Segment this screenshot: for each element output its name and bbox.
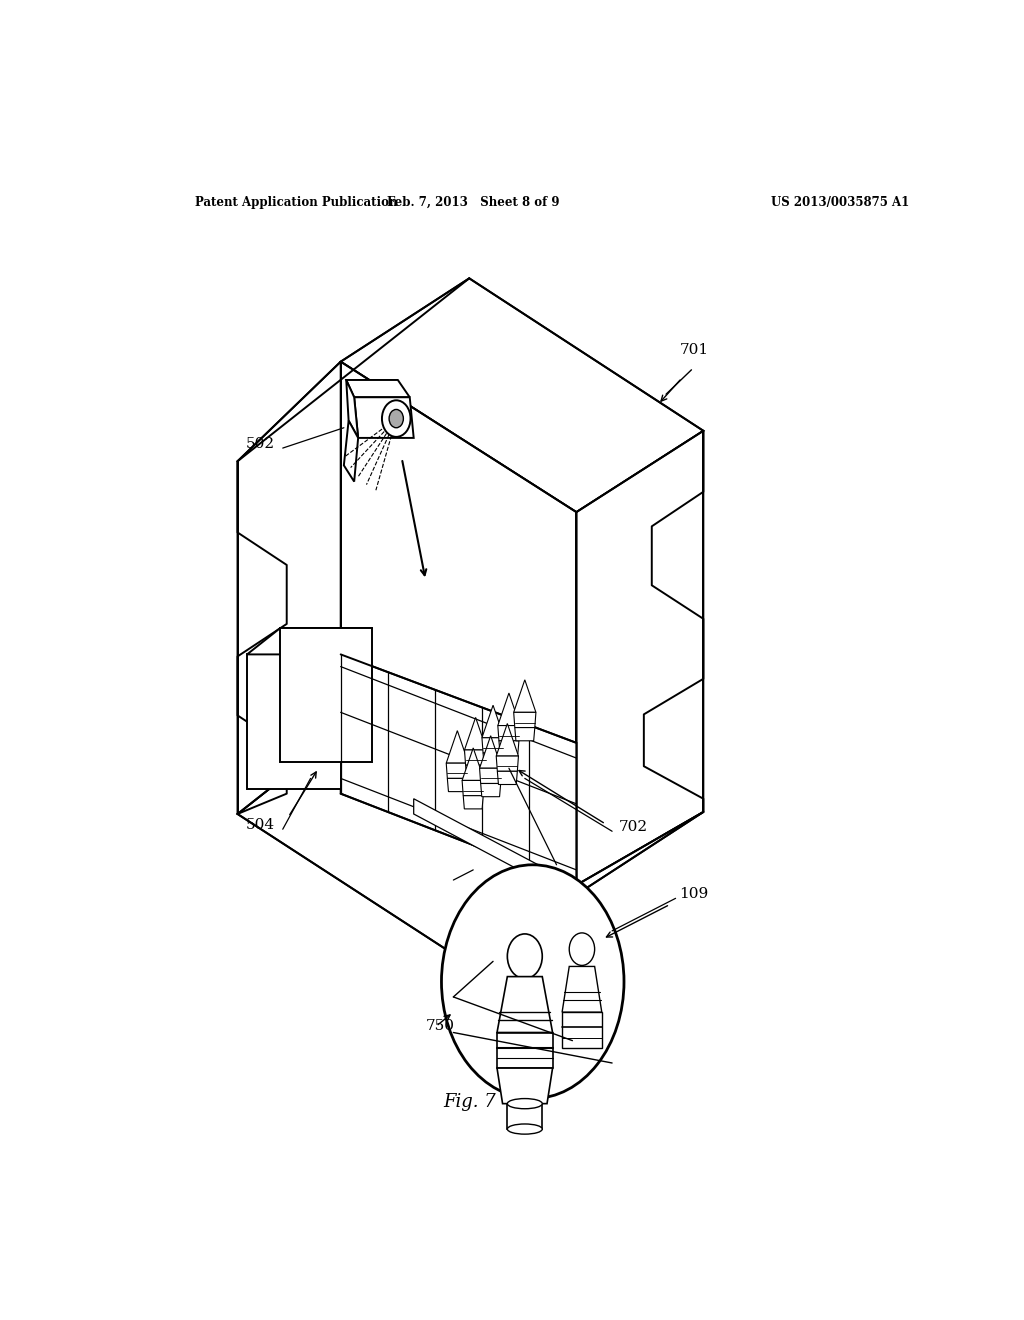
Polygon shape — [498, 726, 520, 741]
Polygon shape — [498, 693, 520, 726]
Polygon shape — [562, 966, 602, 1012]
Polygon shape — [238, 362, 341, 814]
Text: Fig. 7: Fig. 7 — [442, 1093, 496, 1110]
Polygon shape — [497, 1032, 553, 1068]
Circle shape — [569, 933, 595, 965]
Text: 702: 702 — [618, 820, 647, 834]
Polygon shape — [482, 738, 504, 752]
Polygon shape — [344, 421, 358, 482]
Polygon shape — [466, 766, 485, 779]
Polygon shape — [414, 799, 577, 900]
Polygon shape — [447, 779, 467, 792]
Ellipse shape — [507, 1125, 543, 1134]
Text: Patent Application Publication: Patent Application Publication — [196, 195, 398, 209]
Polygon shape — [514, 680, 536, 713]
Text: US 2013/0035875 A1: US 2013/0035875 A1 — [771, 195, 909, 209]
Polygon shape — [577, 430, 703, 886]
Polygon shape — [446, 731, 468, 763]
Polygon shape — [354, 397, 414, 438]
Polygon shape — [497, 723, 518, 756]
Polygon shape — [346, 380, 410, 397]
Polygon shape — [479, 735, 502, 768]
Polygon shape — [465, 718, 486, 750]
Polygon shape — [483, 752, 503, 766]
Polygon shape — [514, 713, 536, 727]
Polygon shape — [562, 1012, 602, 1048]
Polygon shape — [465, 750, 486, 766]
Polygon shape — [515, 727, 535, 741]
Circle shape — [382, 400, 411, 437]
Polygon shape — [341, 655, 577, 886]
Polygon shape — [462, 780, 484, 796]
Polygon shape — [507, 1104, 543, 1129]
Polygon shape — [499, 741, 519, 754]
Circle shape — [441, 865, 624, 1098]
Polygon shape — [479, 768, 502, 784]
Text: Feb. 7, 2013   Sheet 8 of 9: Feb. 7, 2013 Sheet 8 of 9 — [387, 195, 559, 209]
Polygon shape — [497, 977, 553, 1032]
Text: 701: 701 — [680, 343, 709, 356]
Polygon shape — [341, 279, 703, 512]
Ellipse shape — [507, 1098, 543, 1109]
Polygon shape — [247, 628, 373, 655]
Polygon shape — [446, 763, 468, 779]
Polygon shape — [498, 771, 517, 784]
Polygon shape — [341, 362, 577, 886]
Text: 502: 502 — [246, 437, 274, 451]
Polygon shape — [480, 784, 501, 797]
Text: 750: 750 — [426, 1019, 455, 1034]
Text: 109: 109 — [680, 887, 709, 902]
Circle shape — [389, 409, 403, 428]
Polygon shape — [497, 1068, 553, 1104]
Text: 504: 504 — [246, 818, 274, 832]
Polygon shape — [482, 705, 504, 738]
Polygon shape — [346, 380, 358, 438]
Polygon shape — [238, 733, 703, 965]
Polygon shape — [247, 655, 341, 788]
Polygon shape — [463, 796, 483, 809]
Polygon shape — [238, 362, 341, 814]
Polygon shape — [497, 756, 518, 771]
Polygon shape — [462, 748, 484, 780]
Circle shape — [507, 935, 543, 978]
Polygon shape — [577, 430, 703, 886]
Polygon shape — [281, 628, 373, 762]
